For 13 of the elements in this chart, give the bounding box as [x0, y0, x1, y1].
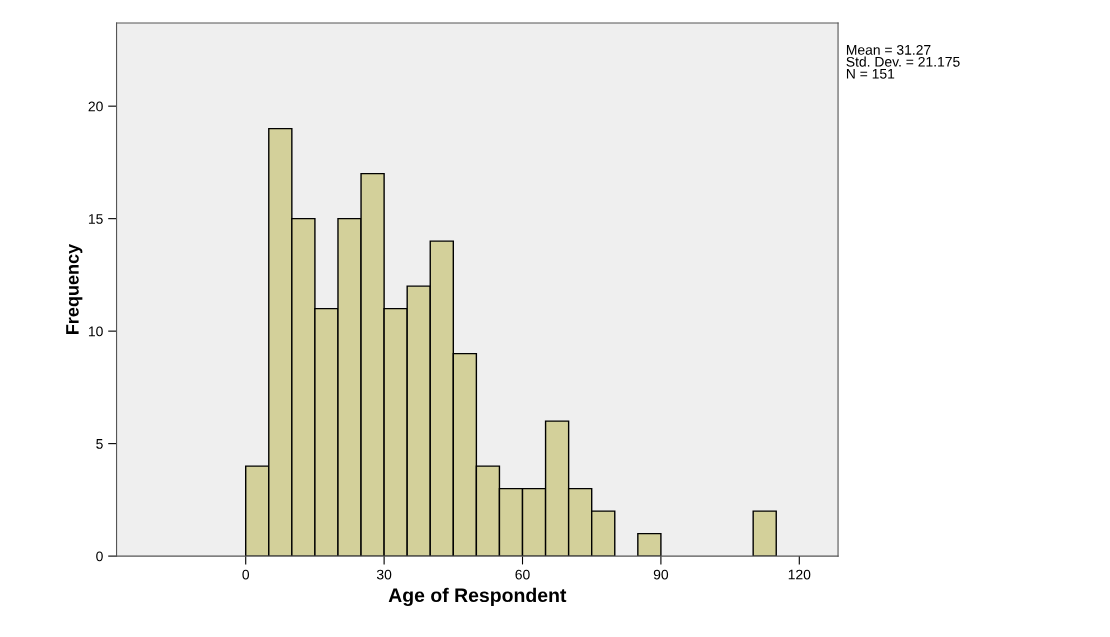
y-tick-label: 5	[96, 439, 103, 449]
y-tick-label: 10	[88, 326, 103, 337]
y-tick-label: 20	[88, 101, 103, 112]
x-tick-label: 90	[653, 569, 669, 580]
y-tick-label: 15	[88, 214, 103, 224]
x-tick-label: 30	[376, 569, 392, 580]
x-tick-label: 0	[242, 569, 250, 580]
x-tick-label: 120	[788, 569, 811, 580]
y-tick-label: 0	[96, 551, 103, 562]
x-axis-title: Age of Respondent	[388, 587, 567, 607]
y-axis-title: Frequency	[66, 243, 83, 334]
x-tick-label: 60	[515, 569, 530, 580]
text: Mean = 31.27 Std. Dev. = 21.175 N = 151	[846, 44, 960, 79]
